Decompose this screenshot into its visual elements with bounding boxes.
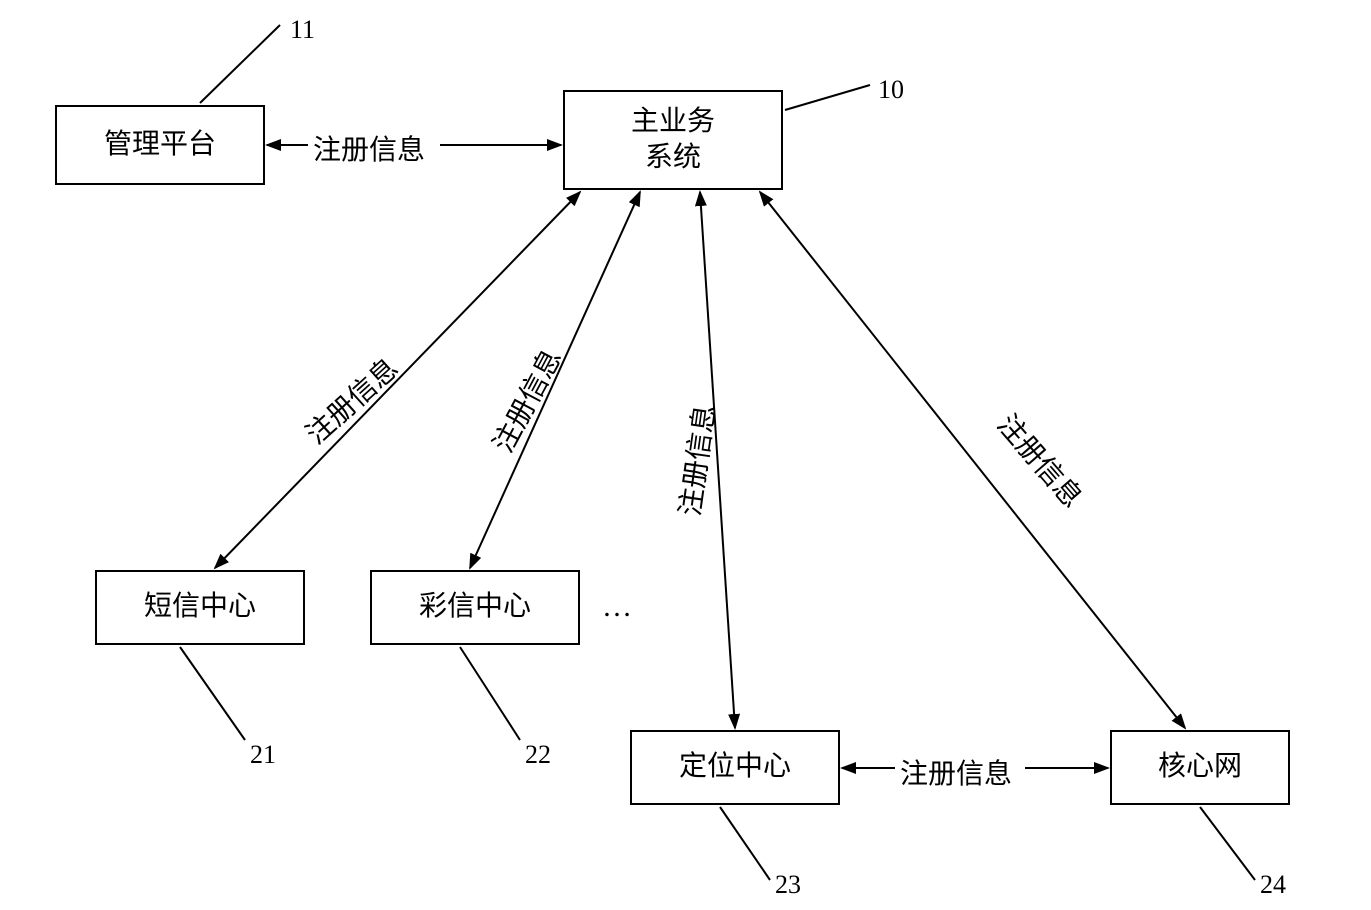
ref-label-24: 24 (1260, 870, 1286, 900)
node-core-label: 核心网 (1158, 749, 1242, 785)
edge-label-main-core: 注册信息 (989, 405, 1093, 516)
edge-main-core (760, 192, 1185, 728)
edge-label-main-sms: 注册信息 (296, 348, 406, 453)
ref-line-23 (720, 807, 770, 880)
node-sms-label: 短信中心 (144, 589, 256, 625)
node-mgmt-label: 管理平台 (104, 127, 216, 163)
node-loc-label: 定位中心 (679, 749, 791, 785)
edge-label-main-loc: 注册信息 (668, 402, 723, 518)
node-main: 主业务 系统 (563, 90, 783, 190)
ref-label-11: 11 (290, 15, 315, 45)
ellipsis: … (602, 590, 632, 624)
ref-label-23: 23 (775, 870, 801, 900)
node-mgmt: 管理平台 (55, 105, 265, 185)
ref-line-11 (200, 25, 280, 103)
ref-line-24 (1200, 807, 1255, 880)
edge-label-loc-core: 注册信息 (900, 752, 1012, 792)
ref-label-22: 22 (525, 740, 551, 770)
ref-line-10 (785, 85, 870, 110)
node-sms: 短信中心 (95, 570, 305, 645)
ref-line-22 (460, 647, 520, 740)
ref-label-21: 21 (250, 740, 276, 770)
ref-label-10: 10 (878, 75, 904, 105)
ref-line-21 (180, 647, 245, 740)
edge-label-mgmt-main: 注册信息 (313, 128, 425, 168)
node-main-label: 主业务 系统 (631, 104, 715, 177)
node-mms-label: 彩信中心 (419, 589, 531, 625)
node-loc: 定位中心 (630, 730, 840, 805)
edge-label-main-mms: 注册信息 (482, 341, 570, 459)
node-mms: 彩信中心 (370, 570, 580, 645)
node-core: 核心网 (1110, 730, 1290, 805)
